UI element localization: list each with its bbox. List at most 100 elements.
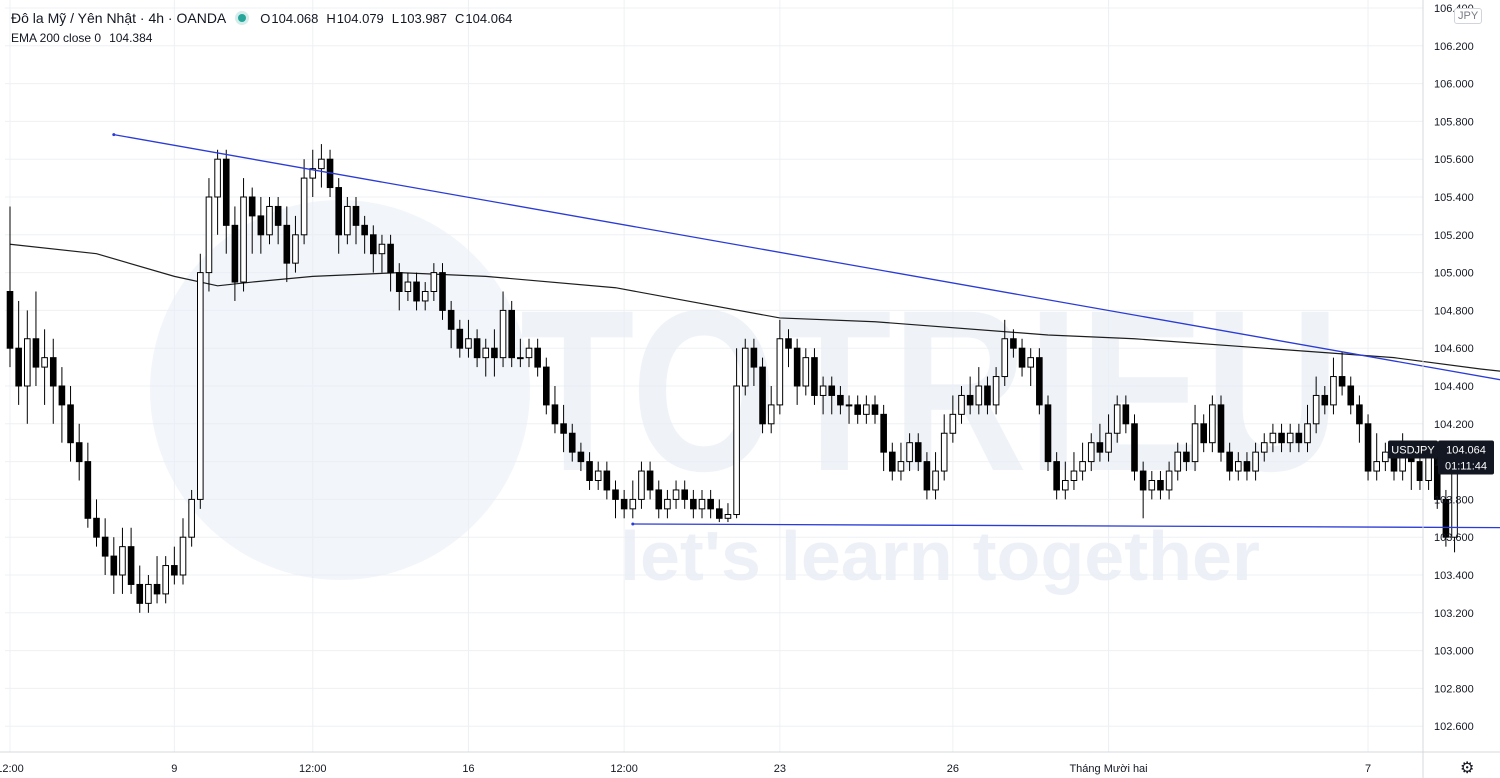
candle-body-up [525,347,533,359]
candle [863,395,870,424]
candle-body-down [914,442,922,463]
candle-body-down [793,347,801,387]
candle-body-down [646,470,654,491]
candle-body-up [1001,338,1009,378]
candle [1321,386,1329,415]
price-tick-label: 102.800 [1434,683,1474,695]
candle [638,461,645,509]
bar-countdown: 01:11:44 [1445,461,1487,473]
candle-body-up [1148,480,1156,491]
candle-body-down [231,224,239,283]
price-tick-label: 105.200 [1434,230,1474,242]
trendline-descending-resistance[interactable] [113,133,1500,471]
candle-body-down [473,338,481,359]
time-tick-label: 9 [171,763,177,775]
legend-ema-row[interactable]: EMA 200 close 0 104.384 [11,28,520,48]
candle-body-down [1183,451,1190,463]
candle [966,376,974,415]
candle [41,329,48,405]
candle [257,197,265,254]
candle-body-up [1174,451,1182,472]
candle [361,215,368,254]
candle [1356,395,1363,443]
time-tick-label: 7 [1365,763,1371,775]
candle-body-down [1053,461,1060,491]
close-label: C [455,10,465,26]
candle [222,149,230,254]
candle [1200,414,1208,453]
candle-body-down [1122,404,1130,425]
candle-body-up [1373,461,1381,472]
candle [1217,395,1225,462]
candle [681,480,689,509]
candle [370,225,377,273]
trendline-anchor[interactable] [631,522,635,526]
candle [1062,461,1069,500]
candle-body-down [923,461,931,491]
candle-body-down [1157,480,1164,491]
candle-body-up [958,394,965,415]
candle-body-down [716,508,723,519]
candle [828,376,836,415]
candle [15,300,22,405]
symbol-title[interactable]: Đô la Mỹ / Yên Nhật · 4h · OANDA [11,10,227,26]
candle [897,442,905,481]
candle [1036,348,1043,415]
gear-icon[interactable]: ⚙ [1460,760,1475,777]
candle [620,489,628,519]
candle-body-down [1044,404,1052,463]
candle-body-up [197,272,204,500]
currency-badge[interactable]: JPY [1454,8,1483,24]
candle [456,319,464,358]
candle-body-down [439,272,446,311]
candle [266,197,273,245]
candle [767,386,775,434]
trendlines[interactable] [112,133,1500,530]
candle [283,206,291,283]
candle-body-down [136,583,144,604]
candle [6,206,14,368]
candle-body-up [594,470,602,481]
candle [880,404,887,472]
candle-body-up [1312,394,1320,425]
candle-body-up [378,243,386,255]
price-tick-label: 103.200 [1434,608,1474,620]
candle [1269,423,1277,453]
candle-body-up [1286,432,1294,444]
candle [84,442,92,528]
candle [1174,442,1182,481]
trendline-support[interactable] [632,523,1500,530]
candle-body-down [361,224,368,236]
candle [1165,461,1173,500]
candle [465,319,472,358]
ema-indicator-name[interactable]: EMA 200 close 0 [11,31,102,45]
time-tick-label: 12:00 [610,763,638,775]
candle [197,253,204,509]
candle-body-down [543,366,550,406]
candle-body-down [171,565,178,576]
candle-body-down [1200,423,1208,444]
candle-body-up [179,536,187,576]
price-tick-label: 105.600 [1434,154,1474,166]
candle [837,386,844,415]
candle-body-down [681,489,689,500]
candle [49,338,57,424]
candle [1278,423,1285,453]
candle [914,433,922,472]
candle [871,395,879,424]
candle-body-down [690,498,697,510]
trendline-anchor[interactable] [112,133,116,137]
candle-body-up [309,168,317,179]
candle [1304,404,1311,453]
low-label: L [391,10,400,26]
candle [430,263,438,301]
candle [811,348,818,405]
candle-body-down [1131,423,1138,472]
candle-body-up [1191,423,1199,463]
candle [1010,329,1017,358]
candle-body-down [854,404,862,415]
candle-body-down [586,461,593,482]
legend-main-row: Đô la Mỹ / Yên Nhật · 4h · OANDA O 104.06… [11,8,520,28]
